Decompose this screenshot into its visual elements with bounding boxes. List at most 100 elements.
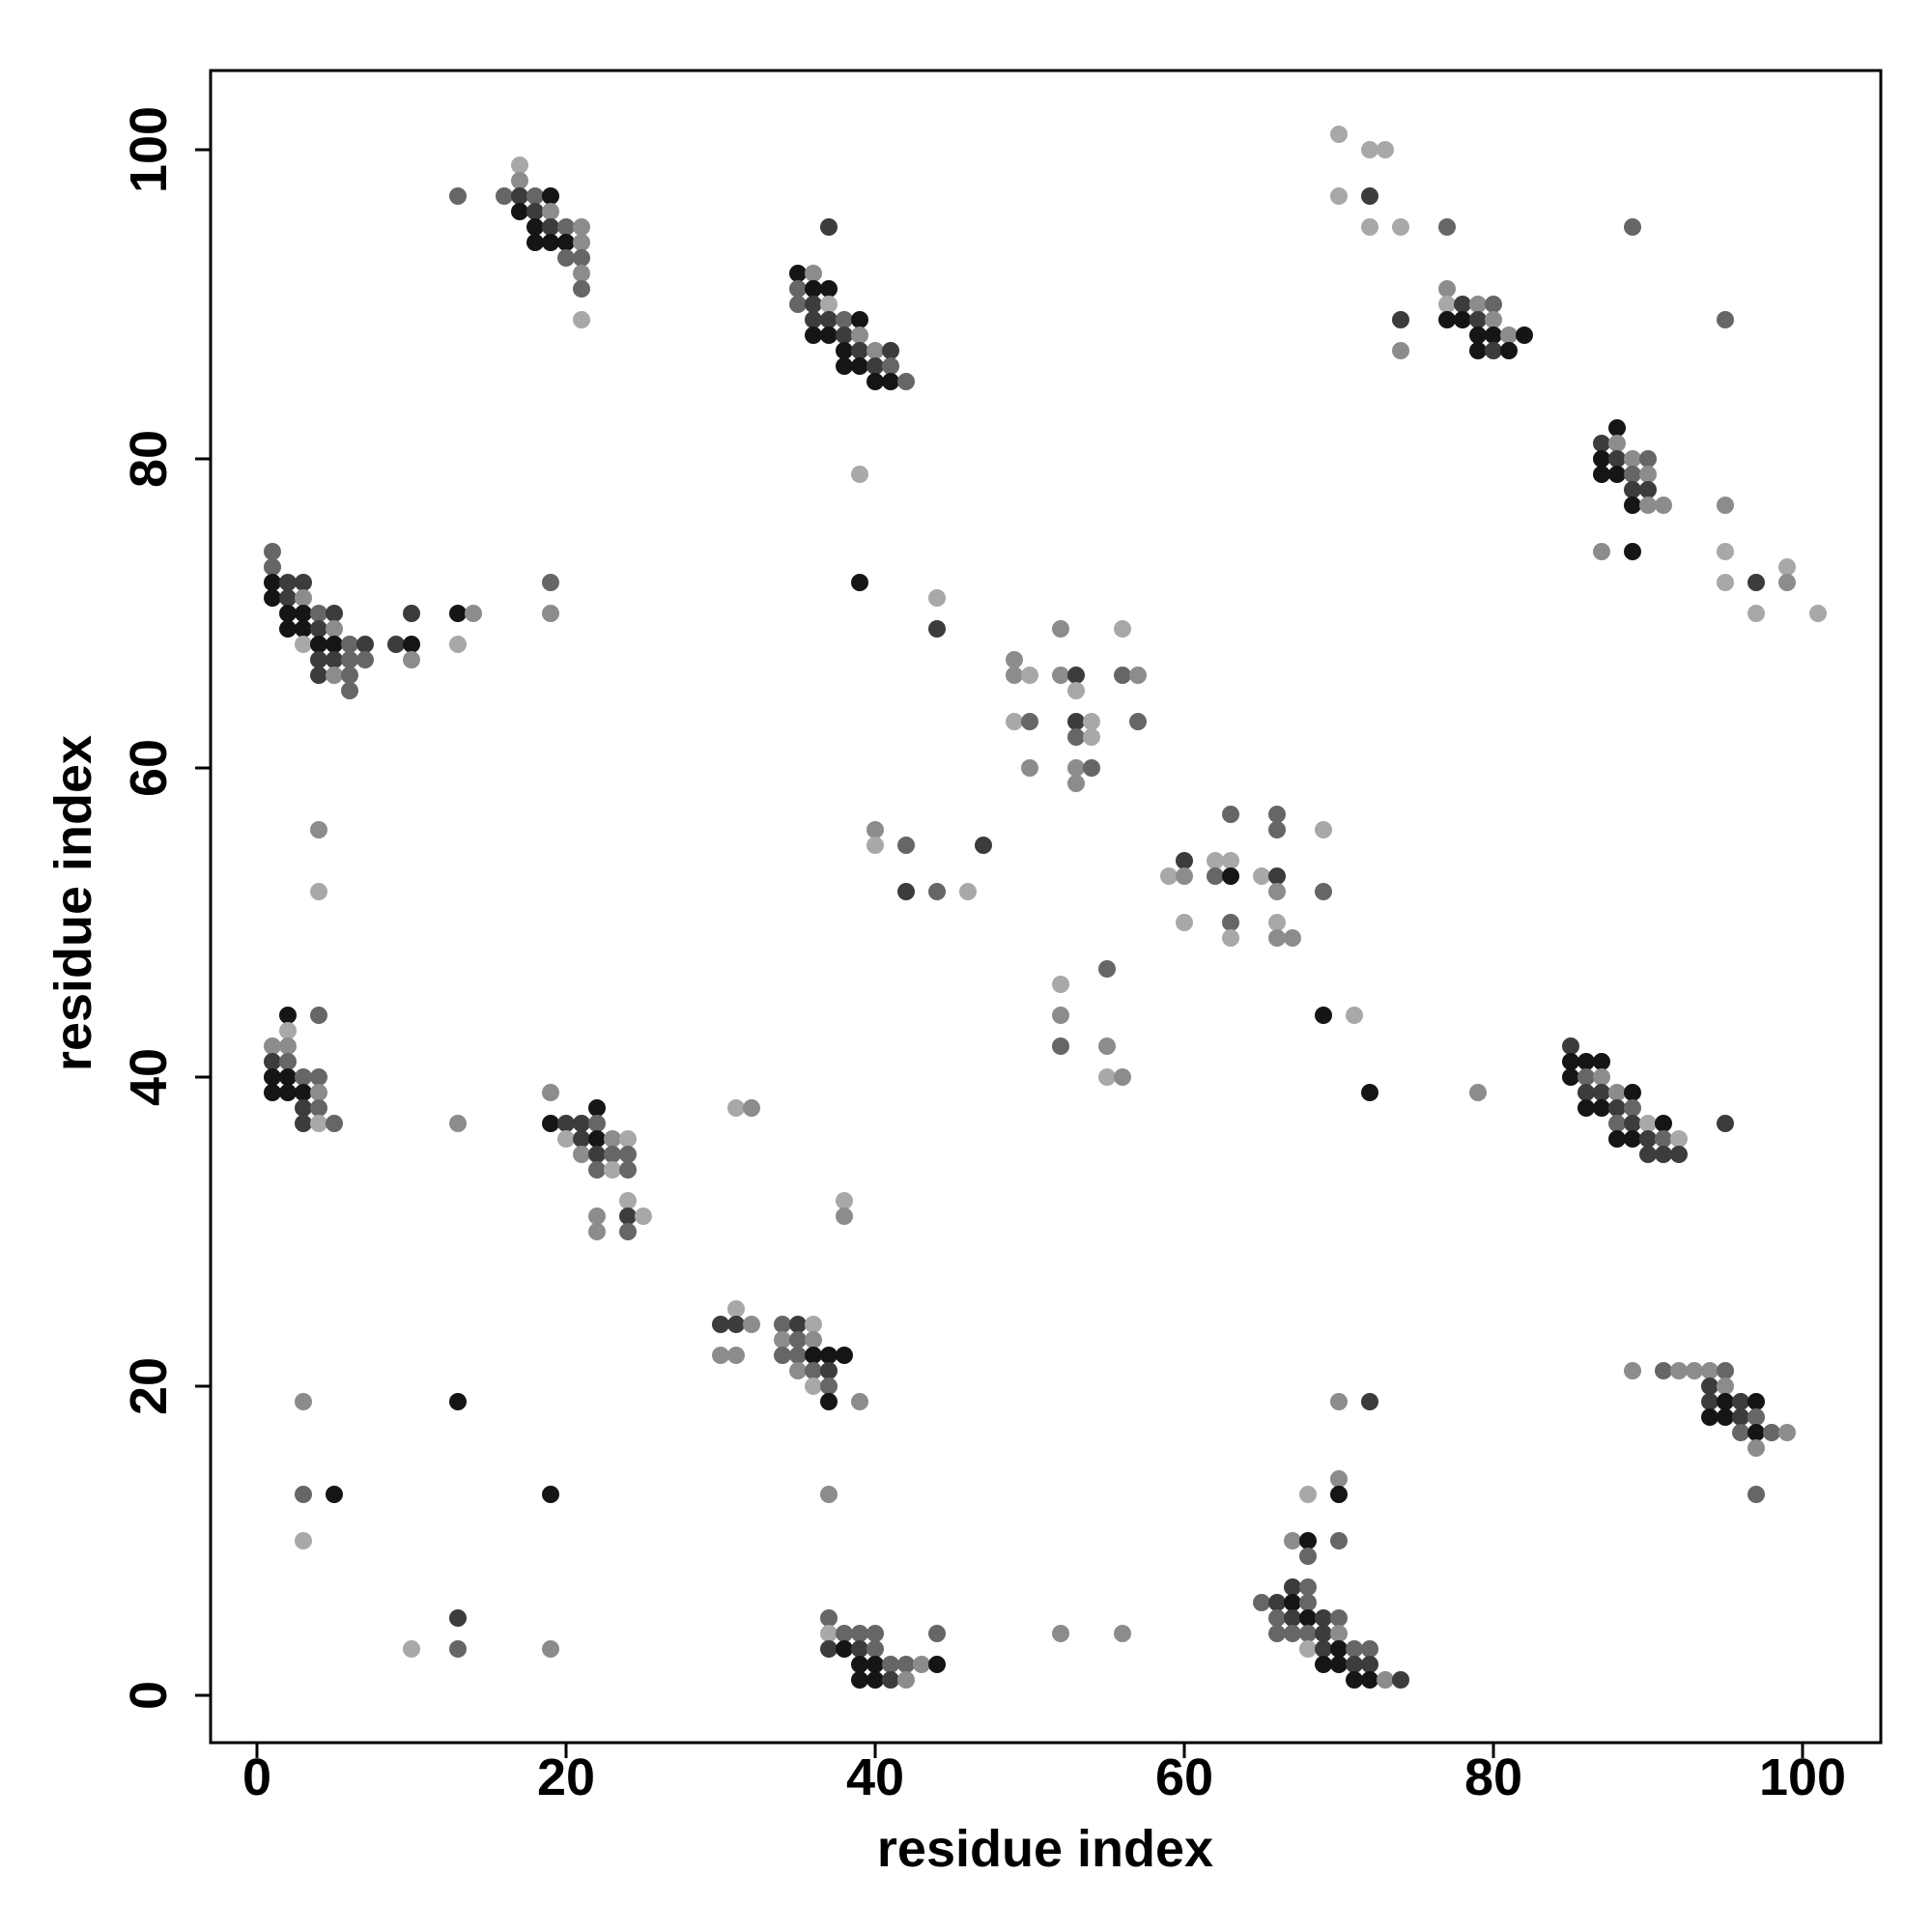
data-point — [295, 1532, 312, 1549]
data-point — [341, 636, 358, 653]
data-point — [867, 1671, 884, 1689]
data-point — [1330, 1609, 1348, 1627]
data-point — [1361, 1671, 1378, 1689]
data-point — [1717, 574, 1734, 591]
data-point — [1052, 667, 1069, 684]
data-point — [774, 1331, 791, 1349]
data-point — [1392, 311, 1409, 328]
data-point — [928, 1625, 946, 1642]
data-point — [1268, 914, 1286, 931]
data-point — [1330, 187, 1348, 205]
data-point — [264, 543, 281, 560]
data-point — [1639, 1146, 1657, 1163]
y-axis: 0 20 40 60 80 100 — [120, 106, 211, 1710]
data-point — [1469, 311, 1487, 328]
data-point — [836, 1347, 853, 1364]
data-point — [867, 357, 884, 375]
data-point — [1655, 1130, 1672, 1148]
data-point — [542, 605, 559, 622]
data-point — [619, 1161, 637, 1179]
data-point — [526, 187, 544, 205]
data-point — [836, 1208, 853, 1225]
data-point — [774, 1347, 791, 1364]
data-point — [1562, 1053, 1579, 1070]
data-point — [511, 156, 528, 174]
data-point — [1717, 1393, 1734, 1410]
data-point — [820, 1347, 838, 1364]
data-point — [1114, 667, 1131, 684]
data-point — [1438, 218, 1456, 236]
data-point — [1717, 1115, 1734, 1132]
data-point — [279, 1084, 297, 1101]
data-point — [1006, 667, 1023, 684]
data-point — [295, 1486, 312, 1503]
data-point — [851, 1640, 868, 1658]
data-point — [449, 1393, 467, 1410]
data-point — [604, 1130, 621, 1148]
data-point — [928, 883, 946, 900]
data-point — [851, 574, 868, 591]
data-point — [542, 218, 559, 236]
data-point — [1701, 1393, 1719, 1410]
data-point — [1593, 435, 1610, 452]
data-point — [1315, 821, 1332, 838]
data-point — [1176, 852, 1193, 869]
data-point — [542, 1486, 559, 1503]
data-point — [496, 187, 513, 205]
data-point — [542, 1115, 559, 1132]
data-point — [1330, 1532, 1348, 1549]
data-point — [542, 187, 559, 205]
data-point — [1067, 682, 1085, 699]
data-point — [975, 837, 992, 854]
data-point — [310, 620, 327, 638]
data-point — [1346, 1640, 1363, 1658]
data-point — [1485, 327, 1502, 344]
data-point — [1067, 728, 1085, 746]
data-point — [1593, 1068, 1610, 1086]
data-point — [326, 605, 343, 622]
data-point — [449, 636, 467, 653]
data-point — [1315, 883, 1332, 900]
data-point — [867, 821, 884, 838]
data-point — [1562, 1068, 1579, 1086]
data-point — [295, 1099, 312, 1117]
data-point — [588, 1130, 606, 1148]
data-point — [897, 837, 915, 854]
data-point — [310, 1007, 327, 1024]
data-point — [1067, 667, 1085, 684]
data-point — [619, 1192, 637, 1209]
data-point — [1500, 327, 1518, 344]
data-point — [820, 1625, 838, 1642]
data-point — [1299, 1640, 1317, 1658]
data-point — [882, 357, 899, 375]
data-point — [1701, 1408, 1719, 1426]
data-point — [264, 558, 281, 576]
data-point — [310, 667, 327, 684]
data-point — [836, 1192, 853, 1209]
x-tick-label: 40 — [846, 1748, 904, 1806]
data-point — [805, 327, 822, 344]
data-point — [928, 620, 946, 638]
data-point — [264, 589, 281, 607]
data-point — [1577, 1099, 1595, 1117]
data-point — [1438, 280, 1456, 298]
data-point — [836, 327, 853, 344]
data-point — [867, 373, 884, 390]
data-point — [295, 620, 312, 638]
data-point — [820, 280, 838, 298]
data-point — [727, 1316, 745, 1333]
data-point — [1593, 543, 1610, 560]
data-point — [341, 667, 358, 684]
data-point — [573, 1115, 590, 1132]
data-point — [1284, 1594, 1301, 1611]
data-point — [1006, 713, 1023, 730]
data-point — [1176, 867, 1193, 885]
data-point — [1469, 342, 1487, 359]
data-point — [1083, 713, 1100, 730]
data-point — [449, 187, 467, 205]
data-point — [851, 357, 868, 375]
data-point — [604, 1161, 621, 1179]
data-point — [1701, 1378, 1719, 1395]
data-point — [310, 821, 327, 838]
